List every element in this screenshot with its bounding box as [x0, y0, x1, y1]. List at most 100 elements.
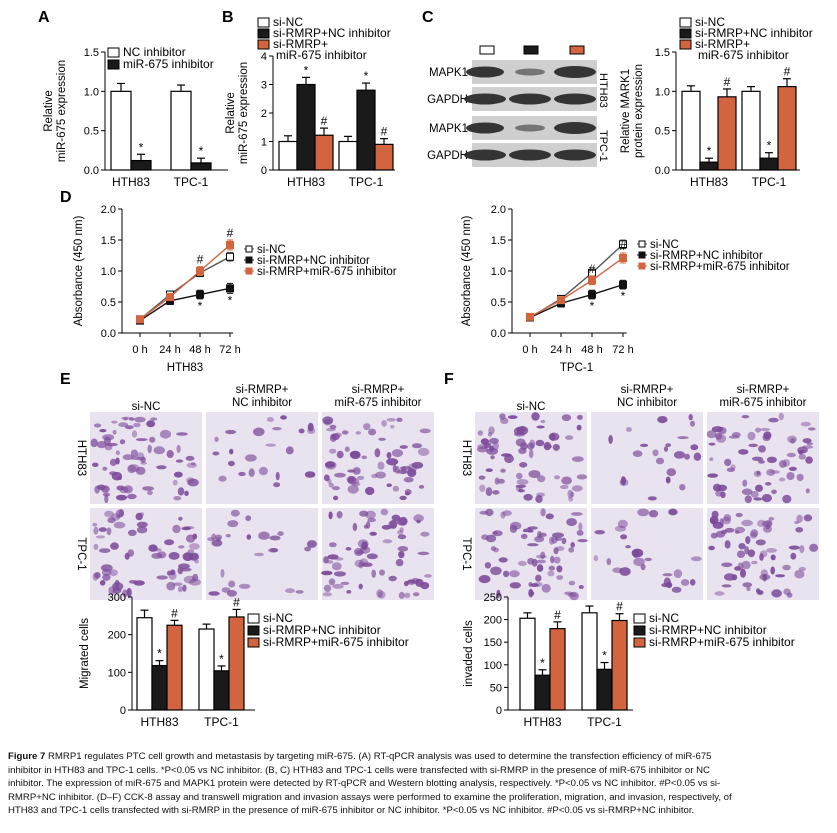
- stained-cell: [724, 458, 732, 467]
- stained-cell: [153, 446, 165, 455]
- stained-cell: [265, 443, 276, 447]
- stained-cell: [730, 464, 736, 470]
- stained-cell: [424, 574, 432, 578]
- legend-label: si-NC: [650, 239, 679, 251]
- y-tick-label: 0.5: [84, 126, 99, 138]
- panel-letter-a: A: [38, 9, 50, 26]
- stained-cell: [786, 452, 797, 458]
- stained-cell: [399, 527, 404, 533]
- stained-cell: [148, 544, 158, 552]
- legend-swatch: [679, 39, 692, 50]
- stained-cell: [344, 446, 350, 453]
- stained-cell: [109, 458, 117, 466]
- bar: [534, 674, 551, 711]
- y-tick-label: 1: [261, 137, 267, 149]
- x-tick-label: 0 h: [132, 344, 147, 356]
- stained-cell: [485, 508, 494, 517]
- stained-cell: [798, 453, 806, 460]
- stained-cell: [735, 512, 743, 518]
- legend-marker: [245, 245, 253, 253]
- x-tick-label: 0 h: [522, 344, 537, 356]
- stained-cell: [537, 475, 546, 483]
- bar: [777, 86, 797, 171]
- stained-cell: [397, 534, 407, 540]
- stained-cell: [109, 471, 117, 476]
- stained-cell: [115, 457, 120, 465]
- stained-cell: [230, 509, 240, 517]
- stained-cell: [751, 560, 758, 565]
- significance-mark: *: [767, 139, 772, 153]
- stain-image: [206, 412, 318, 504]
- stained-cell: [779, 477, 786, 482]
- stained-cell: [248, 468, 255, 478]
- caption-line-3: inhibitor. The expression of miR-675 and…: [8, 778, 721, 790]
- stained-cell: [211, 533, 217, 541]
- stained-cell: [346, 590, 352, 594]
- legend-swatch: [257, 39, 270, 50]
- bar: [228, 616, 245, 711]
- stained-cell: [178, 545, 185, 549]
- x-category-label: TPC-1: [204, 715, 239, 729]
- stained-cell: [617, 519, 628, 529]
- stained-cell: [124, 552, 130, 560]
- stained-cell: [413, 514, 424, 523]
- stained-cell: [115, 509, 125, 518]
- stained-cell: [117, 476, 122, 481]
- stained-cell: [528, 588, 534, 598]
- stained-cell: [536, 425, 545, 429]
- stained-cell: [94, 572, 101, 579]
- stained-cell: [690, 420, 695, 427]
- stained-cell: [146, 420, 156, 428]
- stained-cell: [765, 482, 772, 486]
- y-axis-label: Relative: [225, 92, 237, 134]
- stained-cell: [221, 587, 231, 593]
- stained-cell: [176, 432, 188, 436]
- stained-cell: [566, 518, 577, 527]
- column-header: si-RMRP+: [236, 384, 289, 396]
- stained-cell: [98, 527, 107, 532]
- stained-cell: [323, 556, 329, 564]
- significance-mark: *: [198, 299, 203, 313]
- stained-cell: [361, 562, 373, 567]
- legend-label: si-RMRP+NC inhibitor: [257, 255, 370, 267]
- x-category-label: TPC-1: [587, 715, 622, 729]
- stained-cell: [496, 589, 501, 599]
- stained-cell: [269, 535, 281, 541]
- stained-cell: [485, 468, 493, 473]
- stain-image: [591, 508, 703, 600]
- stained-cell: [680, 579, 690, 586]
- panel-letter-b: B: [222, 9, 234, 26]
- y-tick-label: 1.0: [491, 266, 506, 278]
- stained-cell: [178, 563, 190, 569]
- stained-cell: [567, 489, 573, 499]
- x-category-label: HTH83: [112, 175, 150, 189]
- stained-cell: [322, 592, 333, 597]
- blot-label: MAPK1: [429, 67, 468, 79]
- stained-cell: [523, 493, 533, 501]
- stained-cell: [570, 542, 575, 548]
- stained-cell: [536, 559, 546, 564]
- stained-cell: [668, 508, 678, 516]
- stained-cell: [690, 444, 699, 451]
- legend-label: si-RMRP+NC inhibitor: [650, 250, 763, 262]
- stained-cell: [93, 423, 102, 428]
- stained-cell: [188, 552, 200, 561]
- stained-cell: [269, 548, 279, 553]
- y-axis-label: Absorbance (450 nm): [73, 216, 85, 327]
- column-header: si-RMRP+: [352, 384, 405, 396]
- stained-cell: [177, 487, 185, 496]
- stained-cell: [254, 552, 265, 557]
- stained-cell: [807, 427, 816, 431]
- stained-cell: [561, 414, 572, 422]
- y-tick-label: 0: [261, 165, 267, 177]
- stained-cell: [395, 558, 404, 567]
- stained-cell: [535, 495, 543, 504]
- x-category-label: HTH83: [140, 715, 178, 729]
- stained-cell: [159, 429, 172, 439]
- legend-swatch: [257, 17, 270, 28]
- stained-cell: [740, 568, 746, 578]
- stained-cell: [184, 490, 189, 496]
- stained-cell: [252, 427, 265, 437]
- y-tick-label: 250: [484, 592, 502, 604]
- blot-label: GAPDH: [427, 150, 468, 162]
